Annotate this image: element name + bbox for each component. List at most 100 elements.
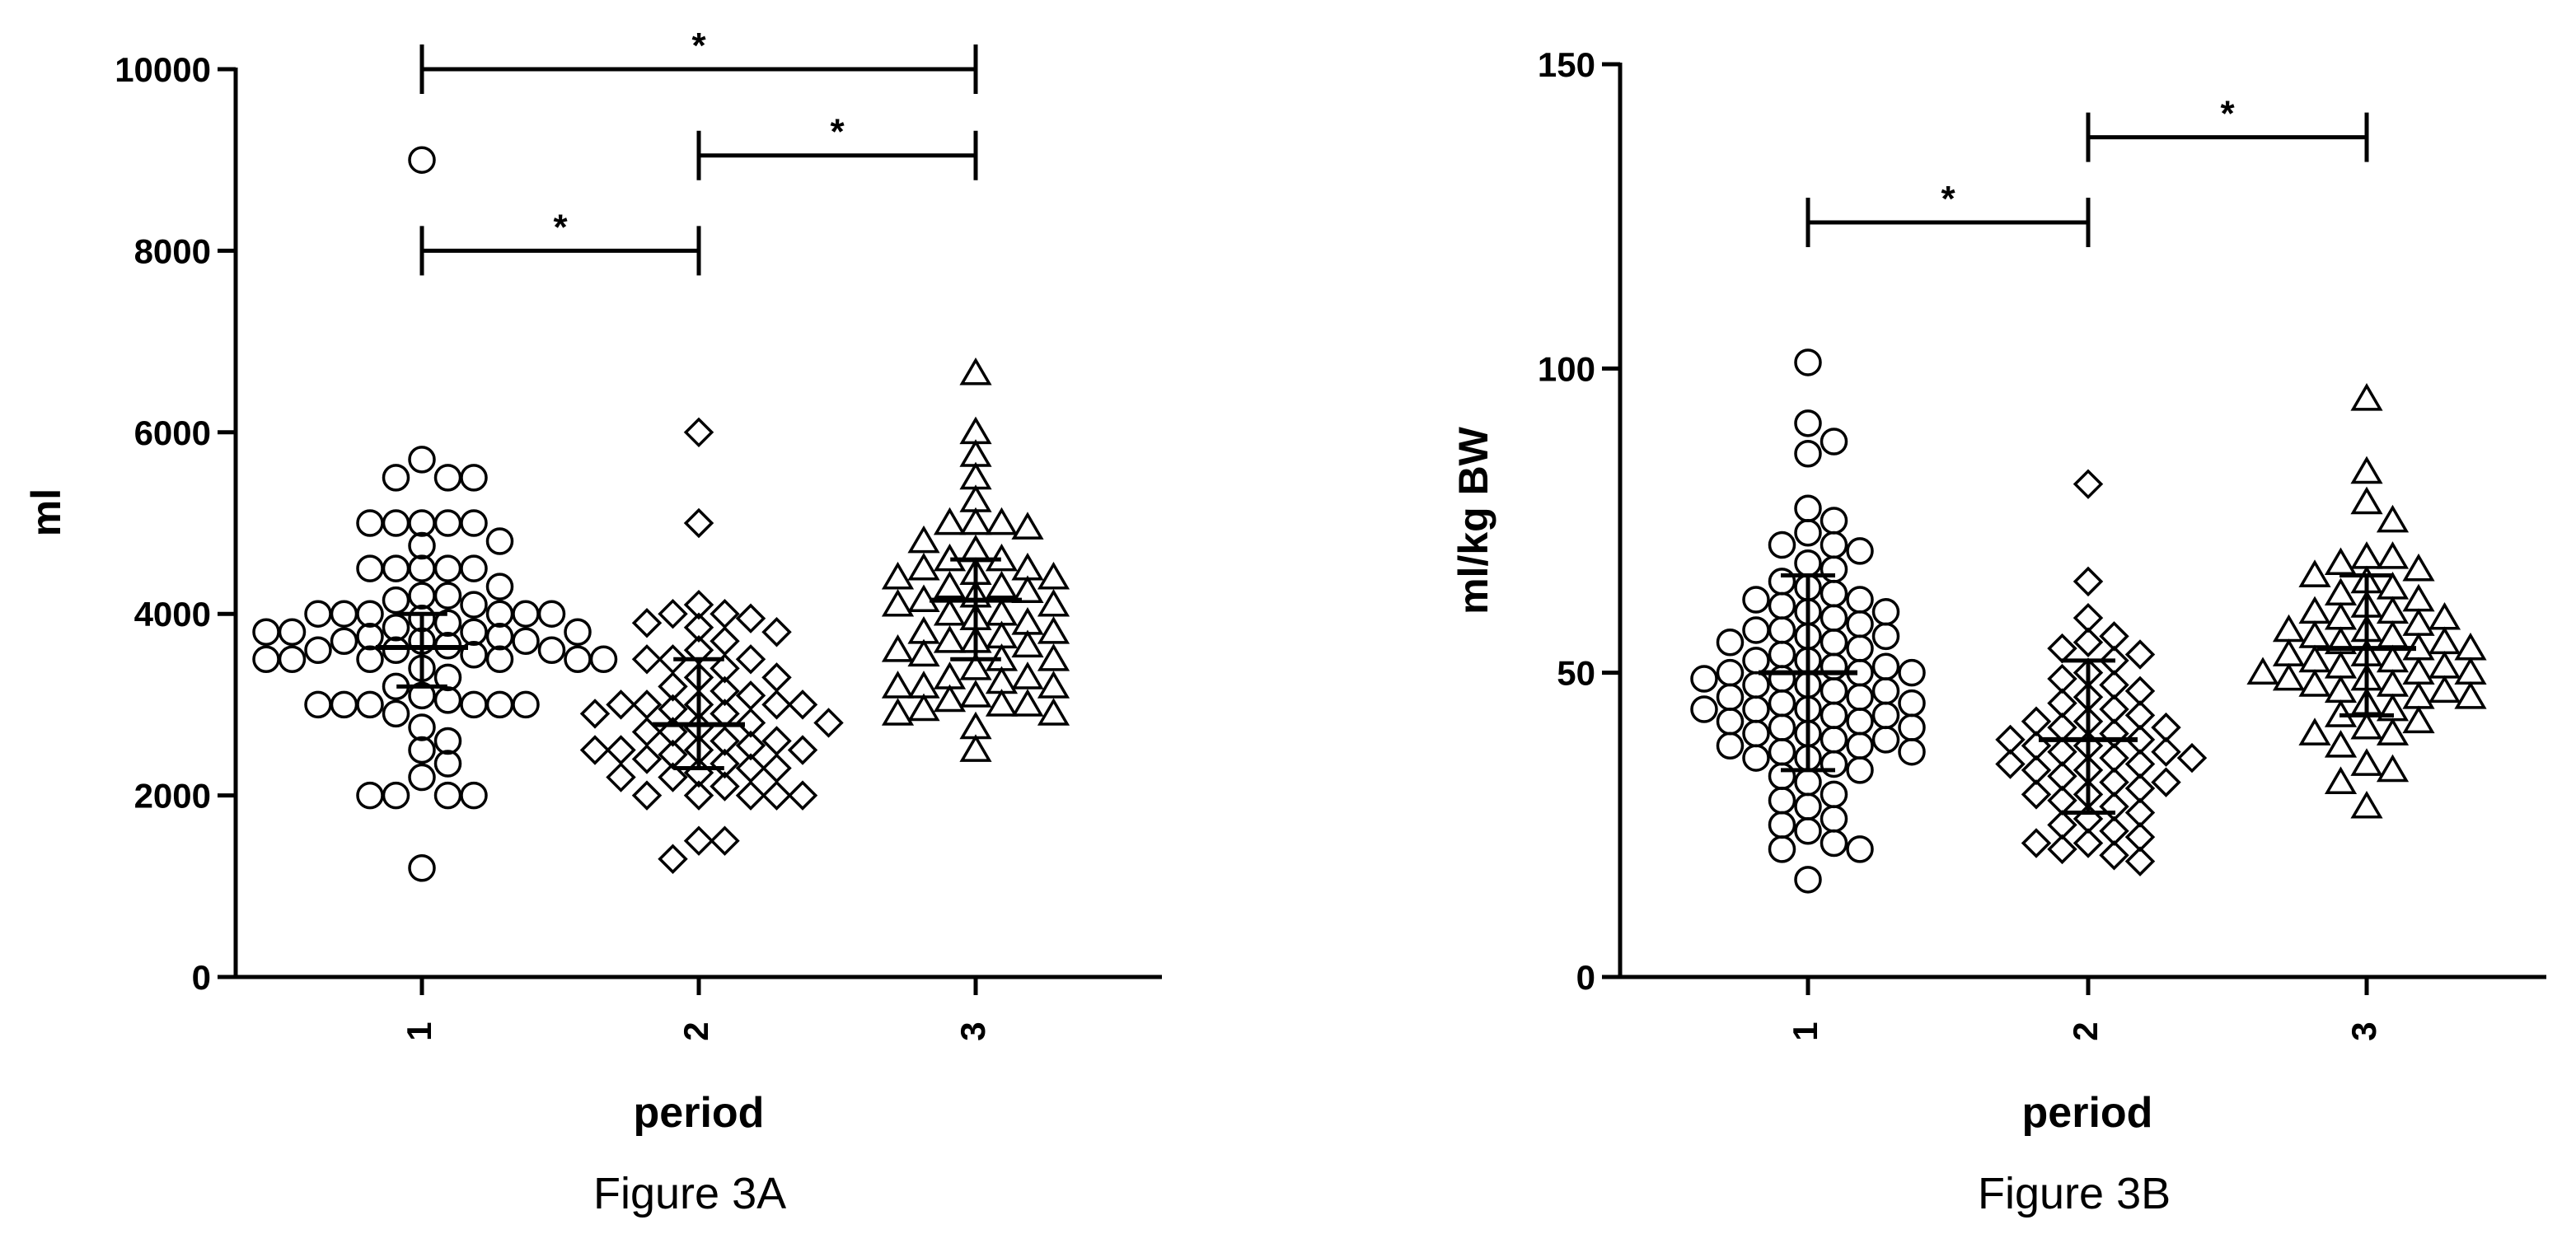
data-point-circle xyxy=(433,582,462,610)
data-point-circle xyxy=(252,645,280,674)
data-point-circle xyxy=(330,690,358,719)
data-point-triangle xyxy=(959,734,992,762)
data-point-circle xyxy=(1768,787,1796,815)
data-point-triangle xyxy=(2272,662,2306,691)
data-point-triangle xyxy=(2350,383,2383,411)
data-point-diamond xyxy=(710,653,740,684)
data-point-diamond xyxy=(2124,846,2156,876)
data-point-triangle xyxy=(933,570,967,599)
data-point-triangle xyxy=(2454,657,2487,685)
data-point-diamond xyxy=(2021,755,2052,786)
data-point-circle xyxy=(1820,628,1848,657)
data-point-circle xyxy=(485,527,514,555)
y-tick-label: 0 xyxy=(192,958,211,997)
data-point-circle xyxy=(1820,507,1848,535)
data-point-circle xyxy=(408,763,436,792)
x-tick-label: 1 xyxy=(400,1021,438,1040)
data-point-circle xyxy=(564,645,592,674)
data-point-diamond xyxy=(787,689,818,720)
data-point-diamond xyxy=(2047,785,2077,816)
data-point-diamond xyxy=(2047,834,2077,865)
data-point-triangle xyxy=(2324,766,2358,794)
data-point-diamond xyxy=(710,626,740,657)
data-point-circle xyxy=(1794,494,1822,522)
data-point-circle xyxy=(356,690,384,719)
data-point-circle xyxy=(1690,665,1718,693)
x-tick-label: 2 xyxy=(677,1021,715,1040)
data-point-circle xyxy=(1794,519,1822,547)
data-point-circle xyxy=(408,531,436,560)
data-point-triangle xyxy=(2298,596,2331,624)
significance-star: * xyxy=(830,112,845,152)
data-point-circle xyxy=(1794,792,1822,820)
data-point-diamond xyxy=(710,726,740,756)
data-point-triangle xyxy=(2376,541,2410,569)
data-point-diamond xyxy=(658,717,688,747)
data-point-circle xyxy=(485,600,514,628)
data-point-triangle xyxy=(2298,717,2331,746)
data-point-circle xyxy=(408,509,436,537)
data-point-circle xyxy=(512,600,540,628)
data-point-diamond xyxy=(631,607,663,638)
data-point-circle xyxy=(1846,732,1874,760)
data-point-diamond xyxy=(658,762,688,792)
data-point-triangle xyxy=(1011,512,1044,540)
data-point-triangle xyxy=(2298,620,2331,648)
data-point-circle xyxy=(485,623,514,651)
data-point-circle xyxy=(1898,689,1926,717)
data-point-circle xyxy=(1768,665,1796,693)
data-point-triangle xyxy=(2350,711,2383,740)
data-point-triangle xyxy=(959,680,992,708)
data-point-circle xyxy=(1846,683,1874,711)
data-point-circle xyxy=(1846,610,1874,638)
data-point-circle xyxy=(1820,701,1848,730)
data-point-circle xyxy=(1871,598,1900,626)
data-point-circle xyxy=(433,509,462,537)
data-point-circle xyxy=(1820,805,1848,833)
data-point-circle xyxy=(1898,658,1926,687)
data-point-diamond xyxy=(2047,810,2077,840)
data-point-triangle xyxy=(2324,651,2358,679)
data-point-circle xyxy=(1716,628,1745,657)
data-point-circle xyxy=(356,645,384,674)
data-point-circle xyxy=(1794,816,1822,845)
data-point-circle xyxy=(382,636,410,665)
data-point-circle xyxy=(1820,428,1848,456)
data-point-diamond xyxy=(631,644,663,675)
significance-star: * xyxy=(2220,94,2235,134)
data-point-diamond xyxy=(683,589,714,620)
data-point-triangle xyxy=(2402,608,2435,636)
data-point-triangle xyxy=(2246,657,2279,685)
data-point-circle xyxy=(382,613,410,642)
data-point-circle xyxy=(1768,713,1796,741)
data-point-diamond xyxy=(735,708,766,738)
data-point-triangle xyxy=(1011,629,1044,658)
data-point-circle xyxy=(1846,537,1874,565)
data-point-circle xyxy=(512,690,540,719)
data-point-circle xyxy=(382,554,410,582)
data-point-circle xyxy=(1794,549,1822,577)
data-point-circle xyxy=(1742,647,1770,675)
data-point-triangle xyxy=(2272,614,2306,643)
data-point-triangle xyxy=(1011,661,1044,689)
data-point-diamond xyxy=(2073,627,2104,657)
data-point-diamond xyxy=(2124,797,2156,828)
data-point-circle xyxy=(1820,531,1848,559)
data-point-circle xyxy=(408,554,436,582)
data-point-circle xyxy=(1898,737,1926,766)
data-point-triangle xyxy=(959,652,992,680)
data-point-triangle xyxy=(2324,730,2358,758)
data-point-circle xyxy=(382,586,410,615)
data-point-triangle xyxy=(2428,601,2461,630)
data-point-circle xyxy=(382,464,410,492)
data-point-diamond xyxy=(2073,566,2104,597)
data-point-diamond xyxy=(1995,724,2026,755)
data-point-triangle xyxy=(2376,717,2410,746)
data-point-triangle xyxy=(2376,754,2410,783)
data-point-circle xyxy=(1768,762,1796,790)
significance-star: * xyxy=(1941,179,1955,219)
data-point-circle xyxy=(1768,811,1796,839)
data-point-triangle xyxy=(907,525,940,554)
data-point-circle xyxy=(1742,695,1770,723)
